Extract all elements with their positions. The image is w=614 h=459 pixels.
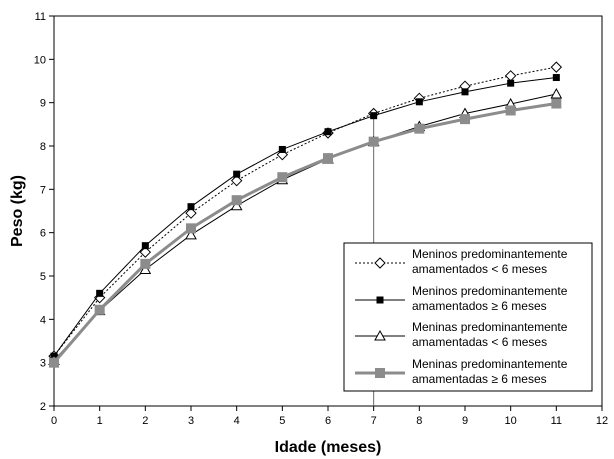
data-point	[187, 203, 195, 211]
x-tick-label: 7	[371, 415, 377, 427]
data-point	[461, 88, 469, 96]
y-tick-label: 5	[40, 271, 46, 283]
data-point	[278, 145, 286, 153]
data-point	[185, 207, 197, 219]
x-tick-label: 0	[51, 415, 57, 427]
y-tick-label: 3	[40, 358, 46, 370]
x-axis-title: Idade (meses)	[275, 439, 382, 456]
legend-label-line1: Meninas predominantemente	[412, 357, 568, 371]
x-tick-label: 2	[142, 415, 148, 427]
data-point	[141, 242, 149, 250]
y-axis: 2 3 4 5 6 7 8 9 10 11	[34, 11, 54, 413]
y-tick-label: 4	[40, 314, 46, 326]
data-point	[96, 289, 104, 297]
legend-label-line2: amamentadas < 6 meses	[412, 335, 547, 349]
data-point	[277, 172, 288, 183]
y-tick-label: 8	[40, 141, 46, 153]
data-point	[550, 87, 563, 99]
x-tick-label: 6	[325, 415, 331, 427]
data-point	[139, 263, 152, 274]
x-tick-label: 11	[551, 415, 562, 427]
series-line	[53, 77, 557, 357]
x-axis: 0 1 2 3 4 5 6 7 8 9 10 11 12	[51, 406, 608, 427]
series-4	[49, 98, 562, 368]
data-point	[230, 174, 243, 187]
data-point	[505, 105, 516, 116]
data-point	[49, 357, 59, 368]
legend-label-line1: Meninos predominantemente	[412, 284, 568, 298]
y-tick-label: 11	[35, 11, 46, 23]
data-point	[230, 199, 243, 211]
y-tick-label: 7	[40, 184, 46, 196]
legend-label-line2: amamentados ≥ 6 meses	[412, 299, 547, 313]
x-tick-label: 5	[279, 415, 285, 427]
data-point	[140, 258, 151, 269]
legend-label-line2: amamentados < 6 meses	[412, 262, 547, 276]
data-point	[551, 98, 562, 109]
x-tick-label: 9	[462, 415, 468, 427]
data-point	[460, 114, 470, 125]
y-tick-label: 10	[34, 54, 46, 66]
data-point	[552, 74, 560, 82]
legend-marker	[374, 329, 386, 341]
y-tick-label: 6	[40, 228, 46, 240]
y-tick-label: 2	[40, 401, 46, 413]
x-tick-label: 3	[188, 415, 194, 427]
y-tick-label: 9	[40, 98, 46, 110]
series-line	[52, 102, 557, 364]
data-point	[233, 170, 241, 178]
data-point	[415, 98, 423, 106]
data-point	[231, 195, 242, 206]
y-axis-title: Peso (kg)	[9, 175, 26, 247]
legend-marker	[375, 368, 385, 378]
series-line	[53, 93, 557, 361]
series-group	[48, 61, 563, 368]
data-point	[186, 223, 196, 234]
data-point	[370, 112, 378, 120]
legend-box	[343, 242, 593, 392]
data-point	[323, 153, 333, 164]
data-point	[139, 246, 152, 258]
data-point	[507, 79, 515, 87]
x-tick-label: 12	[596, 415, 608, 427]
series-line	[53, 66, 557, 357]
x-tick-label: 4	[234, 415, 240, 427]
data-point	[94, 304, 105, 315]
data-point	[414, 123, 425, 134]
data-point	[550, 61, 563, 73]
x-tick-label: 10	[505, 415, 517, 427]
data-point	[324, 128, 332, 136]
data-point	[368, 136, 379, 147]
legend-label-line1: Meninos predominantemente	[412, 247, 568, 261]
legend-marker	[376, 296, 384, 304]
legend-marker	[374, 257, 386, 269]
x-tick-label: 1	[97, 415, 103, 427]
legend-label-line1: Meninas predominantemente	[412, 320, 568, 334]
x-tick-label: 8	[416, 415, 422, 427]
legend-label-line2: amamentadas ≥ 6 meses	[412, 372, 547, 386]
data-point	[185, 228, 197, 240]
